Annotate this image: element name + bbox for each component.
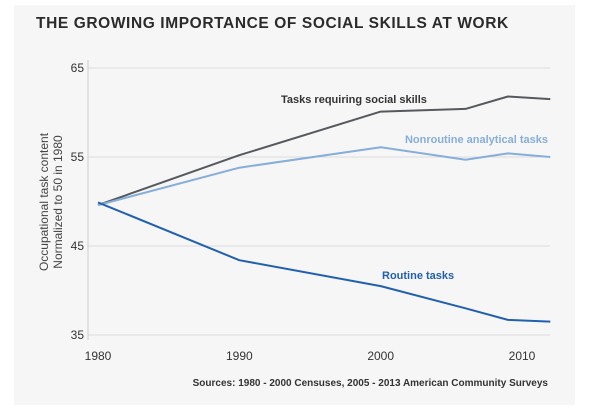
x-tick-label: 2000 <box>367 349 394 363</box>
y-tick-label: 45 <box>71 239 85 253</box>
chart-title: THE GROWING IMPORTANCE OF SOCIAL SKILLS … <box>36 15 509 32</box>
axes: 35 45 55 65 1980 1990 2000 2010 <box>71 60 536 363</box>
series-line-2 <box>97 201 551 323</box>
x-tick-label: 1980 <box>85 349 112 363</box>
grid-lines <box>88 67 550 336</box>
series-label-0: Tasks requiring social skills <box>281 94 427 106</box>
series-line-0 <box>97 95 551 207</box>
y-axis-sublabel: Normalized to 50 in 1980 <box>51 135 65 269</box>
y-tick-label: 55 <box>71 150 85 164</box>
y-tick-label: 35 <box>71 328 85 342</box>
series-line-1 <box>97 146 551 207</box>
x-tick-label: 2010 <box>509 349 536 363</box>
series-lines: Tasks requiring social skills Nonroutine … <box>97 94 551 323</box>
y-axis-label: Occupational task content <box>37 132 51 271</box>
series-label-2: Routine tasks <box>382 270 454 282</box>
source-note: Sources: 1980 - 2000 Censuses, 2005 - 20… <box>193 378 549 389</box>
y-tick-label: 65 <box>71 61 85 75</box>
x-tick-label: 1990 <box>226 349 253 363</box>
series-label-1: Nonroutine analytical tasks <box>405 134 548 146</box>
chart-card <box>14 5 575 405</box>
